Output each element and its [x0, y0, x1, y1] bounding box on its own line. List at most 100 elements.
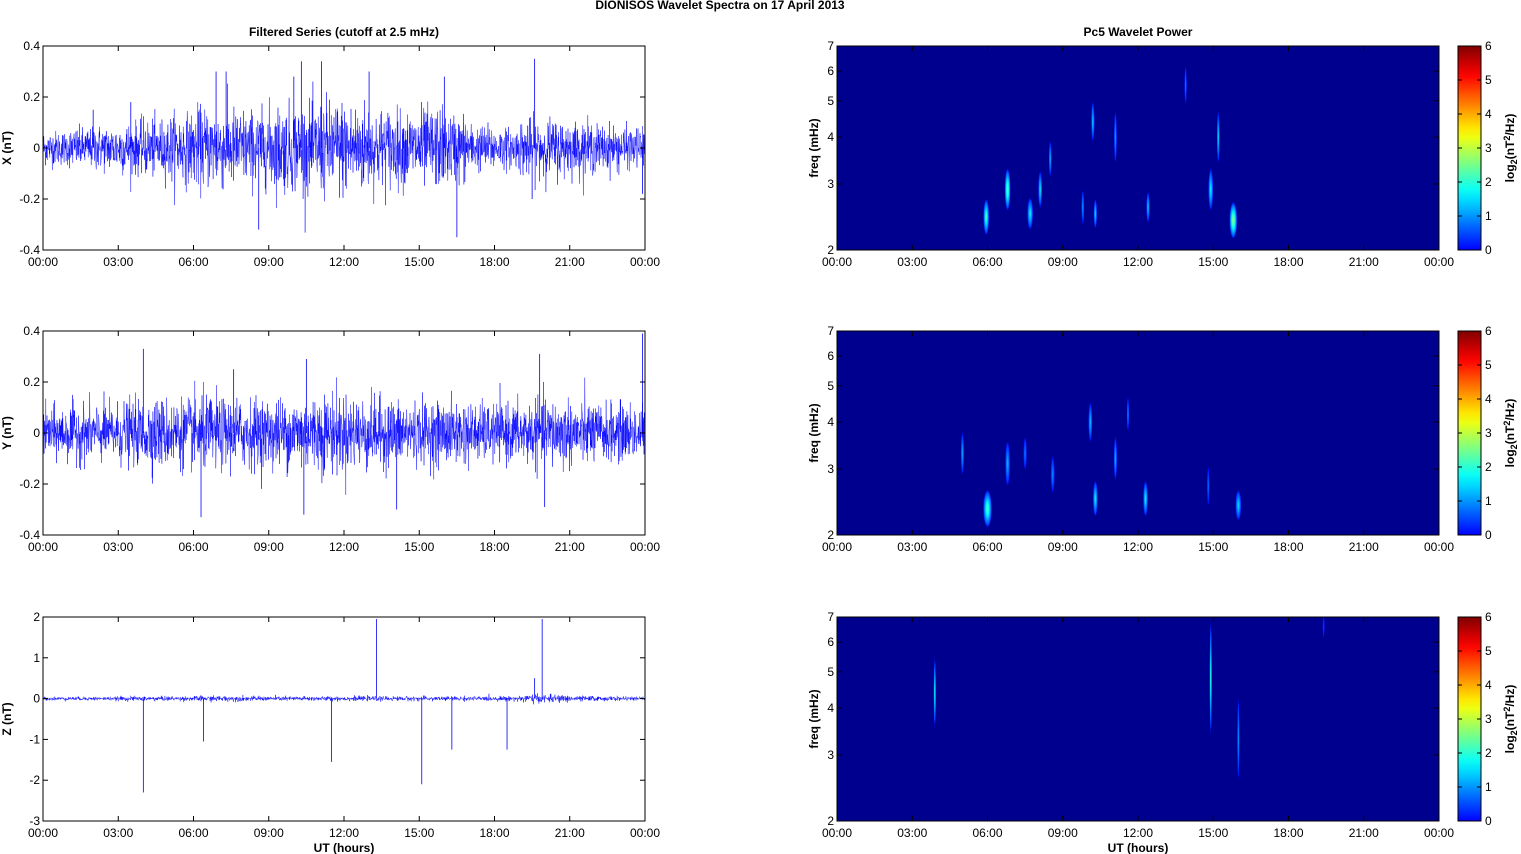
- colorbar-tick-label: 2: [1485, 460, 1492, 474]
- ytick-label: 3: [827, 748, 834, 762]
- spectrum-xtick-label: 12:00: [1123, 255, 1153, 269]
- series-xtick-label: 12:00: [329, 826, 359, 840]
- colorbar-label: log2(nT2/Hz): [1502, 114, 1519, 183]
- series-panel-2: -0.4 -0.2 0 0.2 0.4 Y (nT) 00:00 03:00 06:00 09:0…: [0, 324, 660, 554]
- series-xtick-label: 09:00: [254, 540, 284, 554]
- series-xtick-label: 18:00: [479, 255, 509, 269]
- spectrum-xtick-label: 00:00: [1424, 255, 1454, 269]
- spectrum-background: [837, 617, 1439, 821]
- spectrum-blob: [1209, 620, 1212, 737]
- spectrum-xtick-label: 06:00: [972, 826, 1002, 840]
- spectrum-xtick-label: 12:00: [1123, 826, 1153, 840]
- ytick-label: -0.2: [19, 477, 40, 491]
- colorbar: 0 1 2 3 4 5 6 log2(nT2/Hz): [1457, 610, 1519, 828]
- spectrum-xtick-label: 00:00: [822, 826, 852, 840]
- spectrum-xtick-label: 00:00: [822, 540, 852, 554]
- ytick-label: -3: [29, 814, 40, 828]
- spectrum-panel-1: 2 3 4 5 6 7 freq (mHz) 00:00 03:00 06:00 09:00 12:0…: [807, 25, 1519, 269]
- series-xtick-label: 09:00: [254, 255, 284, 269]
- colorbar-tick-label: 6: [1485, 324, 1492, 338]
- colorbar-tick-label: 1: [1485, 494, 1492, 508]
- series-xtick-label: 15:00: [404, 826, 434, 840]
- spectrum-xtick-label: 00:00: [822, 255, 852, 269]
- spectrum-blob: [983, 198, 990, 236]
- series-xlabel: UT (hours): [314, 841, 375, 854]
- spectrum-blob: [1093, 198, 1098, 229]
- panels: -0.4 -0.2 0 0.2 0.4 X (nT) 00:00 03:00 06:00 09:0…: [0, 25, 1519, 854]
- spectrum-blob: [1229, 201, 1238, 240]
- colorbar-tick-label: 4: [1485, 678, 1492, 692]
- colorbar-tick-label: 5: [1485, 358, 1492, 372]
- spectrum-blob: [1113, 436, 1118, 481]
- spectrum-blob: [1184, 65, 1187, 106]
- series-xtick-label: 00:00: [630, 255, 660, 269]
- ytick-label: 5: [827, 665, 834, 679]
- spectrum-blob: [960, 431, 965, 476]
- spectrum-panel-3: 2 3 4 5 6 7 freq (mHz) 00:00 03:00 06:00 09:00 12:0…: [807, 610, 1519, 854]
- colorbar-label: log2(nT2/Hz): [1502, 399, 1519, 468]
- series-title: Filtered Series (cutoff at 2.5 mHz): [249, 25, 439, 39]
- spectrum-blob: [1023, 436, 1027, 471]
- ylabel: freq (mHz): [807, 689, 821, 748]
- series-xtick-label: 00:00: [28, 540, 58, 554]
- spectrum-blob: [1235, 489, 1242, 521]
- series-xtick-label: 21:00: [555, 826, 585, 840]
- ylabel: Y (nT): [0, 416, 14, 450]
- colorbar-tick-label: 6: [1485, 610, 1492, 624]
- series-xtick-label: 03:00: [103, 540, 133, 554]
- spectrum-xtick-label: 03:00: [897, 826, 927, 840]
- series-xtick-label: 12:00: [329, 255, 359, 269]
- spectrum-xtick-label: 00:00: [1424, 540, 1454, 554]
- series-xtick-label: 18:00: [479, 540, 509, 554]
- spectrum-blob: [1091, 101, 1095, 143]
- spectrum-blob: [1216, 110, 1220, 164]
- ytick-label: 0.2: [23, 375, 40, 389]
- series-xtick-label: 21:00: [555, 540, 585, 554]
- spectrum-title: Pc5 Wavelet Power: [1084, 25, 1193, 39]
- spectrum-blob: [933, 656, 937, 729]
- series-xtick-label: 15:00: [404, 540, 434, 554]
- series-xtick-label: 09:00: [254, 826, 284, 840]
- spectrum-xtick-label: 15:00: [1198, 255, 1228, 269]
- spectrum-background: [837, 331, 1439, 535]
- spectrum-xtick-label: 00:00: [1424, 826, 1454, 840]
- ylabel: Z (nT): [0, 702, 14, 735]
- spectrum-xtick-label: 06:00: [972, 540, 1002, 554]
- spectrum-xtick-label: 18:00: [1273, 826, 1303, 840]
- ytick-label: -1: [29, 732, 40, 746]
- ylabel: freq (mHz): [807, 118, 821, 177]
- ytick-label: 1: [33, 651, 40, 665]
- ytick-label: 0.4: [23, 324, 40, 338]
- series-xtick-label: 15:00: [404, 255, 434, 269]
- spectrum-xtick-label: 09:00: [1048, 255, 1078, 269]
- ytick-label: 7: [827, 39, 834, 53]
- spectrum-xtick-label: 12:00: [1123, 540, 1153, 554]
- ytick-label: 2: [827, 528, 834, 542]
- colorbar-tick-label: 3: [1485, 426, 1492, 440]
- colorbar-tick-label: 0: [1485, 243, 1492, 257]
- colorbar-tick-label: 4: [1485, 107, 1492, 121]
- ytick-label: -0.4: [19, 528, 40, 542]
- ytick-label: -0.2: [19, 192, 40, 206]
- series-xtick-label: 03:00: [103, 826, 133, 840]
- ytick-label: 2: [827, 243, 834, 257]
- series-xtick-label: 06:00: [178, 826, 208, 840]
- colorbar-tick-label: 4: [1485, 392, 1492, 406]
- spectrum-xtick-label: 03:00: [897, 255, 927, 269]
- ytick-label: 7: [827, 610, 834, 624]
- colorbar-tick-label: 1: [1485, 209, 1492, 223]
- series-xtick-label: 00:00: [630, 826, 660, 840]
- ytick-label: 6: [827, 64, 834, 78]
- spectrum-xtick-label: 18:00: [1273, 255, 1303, 269]
- spectrum-blob: [1146, 191, 1150, 224]
- spectrum-blob: [1092, 480, 1098, 518]
- spectrum-blob: [1206, 465, 1210, 507]
- figure-title: DIONISOS Wavelet Spectra on 17 April 201…: [595, 0, 845, 12]
- colorbar-tick-label: 0: [1485, 528, 1492, 542]
- spectrum-blobs: [960, 396, 1242, 529]
- series-line: [42, 693, 646, 705]
- spectrum-blob: [1005, 440, 1011, 487]
- ytick-label: 0.4: [23, 39, 40, 53]
- spectrum-xtick-label: 03:00: [897, 540, 927, 554]
